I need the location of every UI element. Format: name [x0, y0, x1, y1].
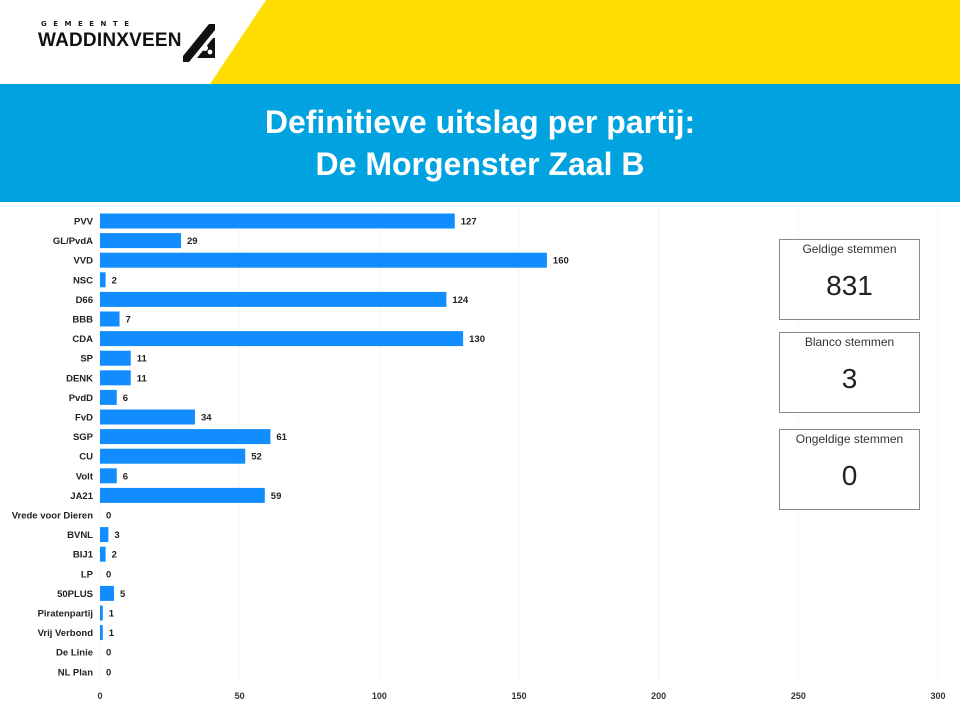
- logo-subtitle: GEMEENTE: [41, 20, 136, 28]
- data-label: 0: [106, 667, 111, 678]
- category-label: JA21: [70, 491, 93, 502]
- x-tick-label: 200: [651, 691, 666, 701]
- x-tick-label: 0: [97, 691, 102, 701]
- data-label: 29: [187, 236, 198, 247]
- category-label: Volt: [76, 471, 94, 482]
- bar: [100, 409, 195, 425]
- data-label: 3: [114, 530, 119, 541]
- category-label: VVD: [73, 256, 93, 267]
- bar: [100, 331, 464, 347]
- category-label: SGP: [73, 432, 94, 443]
- bar: [100, 252, 547, 268]
- bar: [100, 233, 182, 249]
- header-band: GEMEENTE WADDINXVEEN: [0, 0, 960, 84]
- bar: [100, 468, 117, 484]
- category-label: DENK: [66, 373, 93, 384]
- bar: [100, 350, 131, 366]
- bar: [100, 605, 103, 621]
- valid-votes-label: Geldige stemmen: [802, 242, 897, 256]
- bar: [100, 291, 447, 307]
- yellow-header-shape: [210, 0, 960, 84]
- blank-votes-value: 3: [841, 363, 858, 394]
- category-label: BVNL: [67, 530, 93, 541]
- blank-votes-card: Blanco stemmen 3: [779, 332, 920, 413]
- bar: [100, 311, 120, 327]
- title-banner: Definitieve uitslag per partij: De Morge…: [0, 84, 960, 202]
- category-label: NL Plan: [58, 667, 93, 678]
- bar: [100, 585, 114, 601]
- category-label: CU: [79, 452, 93, 463]
- data-label: 52: [251, 452, 262, 463]
- category-label: BBB: [72, 315, 93, 326]
- x-tick-label: 300: [930, 691, 945, 701]
- category-label: De Linie: [56, 648, 93, 659]
- x-tick-label: 150: [511, 691, 526, 701]
- x-tick-label: 100: [372, 691, 387, 701]
- data-label: 34: [201, 413, 212, 424]
- data-label: 59: [271, 491, 282, 502]
- bar: [100, 487, 265, 503]
- bar: [100, 527, 109, 543]
- bar: [100, 448, 246, 464]
- bar: [100, 625, 103, 641]
- data-label: 1: [109, 609, 115, 620]
- data-label: 2: [112, 275, 117, 286]
- bar: [100, 546, 106, 562]
- data-label: 6: [123, 471, 128, 482]
- invalid-votes-label: Ongeldige stemmen: [795, 432, 904, 446]
- category-label: CDA: [72, 334, 93, 345]
- data-label: 11: [137, 373, 148, 384]
- bar: [100, 370, 131, 386]
- category-label: Vrede voor Dieren: [12, 511, 94, 522]
- bar: [100, 213, 455, 229]
- data-label: 61: [276, 432, 287, 443]
- logo-title: WADDINXVEEN: [38, 30, 182, 51]
- data-label: 2: [112, 550, 117, 561]
- data-label: 1: [109, 628, 115, 639]
- category-label: PvdD: [69, 393, 93, 404]
- category-label: Piratenpartij: [38, 609, 93, 620]
- invalid-votes-card: Ongeldige stemmen 0: [779, 429, 920, 510]
- category-label: LP: [81, 569, 94, 580]
- bar: [100, 272, 106, 288]
- category-label: PVV: [74, 217, 94, 228]
- invalid-votes-value: 0: [841, 460, 858, 491]
- data-label: 0: [106, 511, 111, 522]
- x-tick-label: 50: [235, 691, 245, 701]
- category-label: D66: [76, 295, 93, 306]
- data-label: 127: [461, 217, 477, 228]
- data-label: 7: [126, 315, 131, 326]
- page-subtitle: De Morgenster Zaal B: [315, 146, 645, 182]
- category-label: 50PLUS: [57, 589, 93, 600]
- category-label: FvD: [75, 413, 93, 424]
- valid-votes-card: Geldige stemmen 831: [779, 239, 920, 320]
- data-label: 5: [120, 589, 126, 600]
- x-tick-label: 250: [791, 691, 806, 701]
- page-title: Definitieve uitslag per partij:: [264, 104, 696, 140]
- category-label: GL/PvdA: [53, 236, 93, 247]
- data-label: 160: [553, 256, 569, 267]
- category-label: BIJ1: [73, 550, 94, 561]
- category-label: SP: [80, 354, 93, 365]
- data-label: 0: [106, 648, 111, 659]
- data-label: 130: [469, 334, 485, 345]
- data-label: 0: [106, 569, 111, 580]
- bar: [100, 429, 271, 445]
- data-label: 124: [452, 295, 469, 306]
- blank-votes-label: Blanco stemmen: [804, 335, 895, 349]
- valid-votes-value: 831: [826, 270, 873, 301]
- coat-of-arms-icon: [183, 24, 215, 62]
- data-label: 6: [123, 393, 128, 404]
- bar: [100, 389, 117, 405]
- category-label: Vrij Verbond: [38, 628, 94, 639]
- data-label: 11: [137, 354, 148, 365]
- waddinxveen-logo: GEMEENTE WADDINXVEEN: [38, 20, 218, 68]
- category-label: NSC: [73, 275, 93, 286]
